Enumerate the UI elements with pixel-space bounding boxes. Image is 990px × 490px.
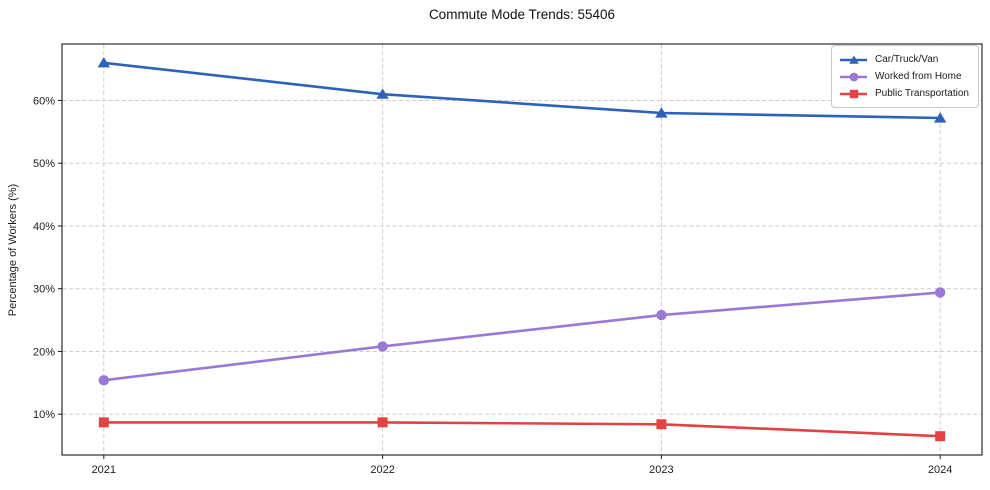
- y-tick-label: 20%: [33, 346, 55, 358]
- data-point-square: [656, 419, 667, 430]
- y-tick-label: 30%: [33, 284, 55, 296]
- legend-item: Car/Truck/Van: [839, 51, 969, 68]
- data-point-square: [98, 417, 109, 428]
- data-point-circle: [98, 375, 110, 386]
- data-point-circle: [377, 341, 388, 352]
- data-point-triangle: [97, 57, 111, 68]
- data-point-triangle: [933, 112, 947, 123]
- legend-item: Worked from Home: [839, 68, 969, 85]
- y-tick-label: 60%: [33, 95, 55, 107]
- legend: Car/Truck/Van Worked from Home Public Tr…: [831, 45, 979, 108]
- legend-label: Worked from Home: [875, 71, 962, 82]
- axes-frame: [61, 43, 983, 456]
- x-tick-label: 2023: [649, 464, 673, 476]
- x-tick-label: 2022: [370, 464, 394, 476]
- data-point-square: [935, 431, 946, 442]
- x-tick-label: 2024: [928, 464, 952, 476]
- data-point-square: [377, 417, 388, 428]
- data-point-triangle: [376, 88, 389, 99]
- data-point-triangle: [655, 107, 668, 118]
- legend-label: Car/Truck/Van: [875, 54, 939, 65]
- series-line-0: [102, 61, 942, 120]
- legend-marker-circle-icon: [840, 72, 867, 81]
- y-tick-label: 50%: [33, 158, 55, 170]
- data-point-circle: [656, 309, 667, 321]
- x-tick-label: 2021: [92, 464, 116, 476]
- series-line-2: [102, 421, 942, 438]
- y-tick-label: 40%: [33, 221, 55, 233]
- legend-marker-triangle-icon: [840, 55, 867, 64]
- series-line-1: [102, 291, 942, 382]
- y-tick-label: 10%: [33, 409, 55, 421]
- legend-marker-square-icon: [840, 89, 867, 98]
- legend-label: Public Transportation: [875, 88, 969, 99]
- data-point-circle: [934, 287, 946, 298]
- chart-title: Commute Mode Trends: 55406: [428, 7, 616, 22]
- legend-item: Public Transportation: [839, 85, 969, 102]
